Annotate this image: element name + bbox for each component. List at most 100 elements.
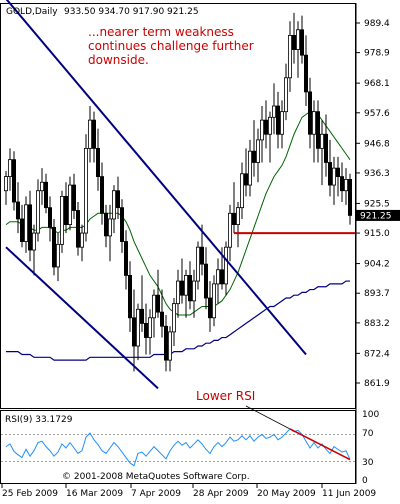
candle-body [139, 308, 144, 324]
candle-body [263, 119, 268, 135]
candle-body [100, 176, 105, 214]
candle-body [135, 308, 140, 347]
candle-body [255, 139, 260, 163]
candle-body [64, 195, 69, 225]
candle-body [347, 179, 352, 216]
candle [335, 156, 340, 197]
ohlc-label: 933.50 934.70 917.90 921.25 [64, 7, 199, 17]
candle [327, 139, 332, 197]
candle-body [120, 207, 125, 242]
candle [4, 170, 9, 205]
candle [251, 120, 256, 177]
candle-body [183, 275, 188, 296]
candle [263, 100, 268, 149]
candle [259, 106, 264, 163]
candle [127, 261, 132, 332]
candle [247, 139, 252, 197]
date-tick-label: 25 Feb 2009 [2, 489, 58, 499]
candle-body [223, 246, 228, 285]
candle [48, 196, 53, 242]
candle [271, 83, 276, 135]
comment-line-3: downside. [88, 53, 149, 67]
trendlines-layer [5, 0, 307, 430]
current-price-tag [356, 209, 400, 221]
candle [36, 179, 41, 242]
candle [315, 100, 320, 163]
candle-body [207, 297, 212, 319]
candle [171, 298, 176, 347]
rsi-trendline [289, 428, 351, 461]
candle-body [315, 111, 320, 149]
price-tick-label: 925.5 [364, 199, 390, 209]
candle-body [271, 105, 276, 118]
price-ticks: 989.4 978.9 968.1 957.6 946.8 936.3 925.5 915.0… [355, 19, 390, 389]
candle-body [15, 201, 20, 220]
candle [339, 162, 344, 203]
candle [80, 224, 85, 262]
candle-body [291, 35, 296, 50]
candle [227, 204, 232, 262]
candle [60, 190, 65, 253]
rsi-tick-30: 30 [362, 458, 374, 468]
candle [175, 269, 180, 318]
candle-body [48, 207, 53, 228]
candle-body [104, 212, 109, 237]
candle-body [199, 246, 204, 265]
ma-long-line [6, 280, 350, 361]
candle [76, 202, 81, 256]
date-tick-label: 11 Jun 2009 [322, 489, 376, 499]
candle-body [167, 331, 172, 361]
candle [147, 309, 152, 355]
rsi-tick-70: 70 [362, 429, 374, 439]
candle-body [299, 29, 304, 56]
candle-body [339, 176, 344, 192]
candle [104, 204, 109, 248]
candle-body [247, 150, 252, 186]
candle [11, 151, 16, 211]
candle-body [11, 159, 16, 203]
candle-body [323, 133, 328, 163]
price-tick-label: 957.6 [364, 109, 390, 119]
candle-body [235, 207, 240, 226]
candle [199, 224, 204, 276]
candle-body [124, 241, 129, 276]
candle-body [151, 294, 156, 319]
candle-body [215, 269, 220, 285]
candle-body [27, 204, 32, 251]
candle [255, 128, 260, 183]
candle-body [187, 275, 192, 302]
candle [27, 190, 32, 262]
candle-body [335, 167, 340, 177]
candle-body [23, 204, 28, 242]
candle [32, 224, 37, 276]
candle-body [44, 181, 49, 209]
candle-body [287, 35, 292, 79]
copyright-label: © 2001-2008 MetaQuotes Software Corp. [62, 472, 250, 482]
candle-body [283, 77, 288, 113]
price-tick-label: 893.7 [364, 289, 390, 299]
price-tick-label: 989.4 [364, 19, 390, 29]
price-tick-label: 872.4 [364, 349, 390, 359]
rsi-layer [1, 428, 355, 467]
candle-body [68, 184, 73, 225]
candle [267, 111, 272, 163]
rsi-tick-100: 100 [362, 410, 379, 420]
candle-body [80, 232, 85, 248]
rsi-label: RSI(9) 33.1729 [5, 415, 73, 425]
candle-body [84, 147, 89, 234]
price-tick-label: 915.0 [364, 229, 390, 239]
candle [195, 241, 200, 290]
candle-body [127, 275, 132, 319]
candle-body [303, 54, 308, 93]
candle [124, 230, 129, 290]
candle [223, 241, 228, 296]
lower-rsi-annotation: Lower RSI [196, 389, 255, 403]
candle [40, 168, 45, 205]
candle-body [143, 323, 148, 338]
candle [159, 289, 164, 338]
price-tick-label: 883.2 [364, 319, 390, 329]
candle [279, 100, 284, 149]
candle-body [112, 190, 117, 220]
